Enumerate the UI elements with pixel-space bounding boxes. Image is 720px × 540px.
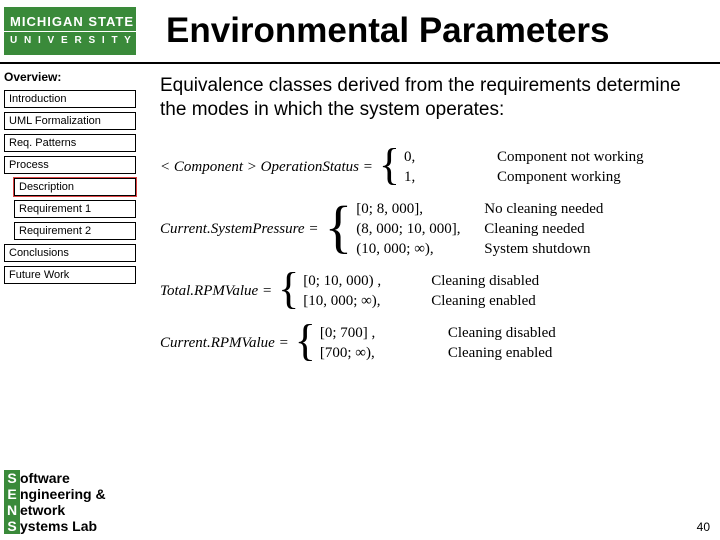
overview-heading: Overview: bbox=[4, 70, 136, 84]
intro-text: Equivalence classes derived from the req… bbox=[160, 74, 700, 122]
formula-operation-status: < Component > OperationStatus = { 0,Comp… bbox=[160, 147, 700, 187]
footer-network: Network bbox=[4, 502, 106, 518]
nav-req-patterns[interactable]: Req. Patterns bbox=[4, 134, 136, 152]
sidebar: Overview: Introduction UML Formalization… bbox=[0, 64, 140, 540]
nav-conclusions[interactable]: Conclusions bbox=[4, 244, 136, 262]
header: MICHIGAN STATE U N I V E R S I T Y Envir… bbox=[0, 0, 720, 64]
nav-description[interactable]: Description bbox=[14, 178, 136, 196]
lab-footer: Software Engineering & Network Systems L… bbox=[4, 470, 106, 534]
nav-introduction[interactable]: Introduction bbox=[4, 90, 136, 108]
page-title: Environmental Parameters bbox=[166, 11, 610, 51]
main-content: Equivalence classes derived from the req… bbox=[140, 64, 720, 540]
nav-requirement-2[interactable]: Requirement 2 bbox=[14, 222, 136, 240]
footer-engineering: Engineering & bbox=[4, 486, 106, 502]
page-number: 40 bbox=[697, 520, 710, 534]
footer-systems-lab: Systems Lab bbox=[4, 518, 106, 534]
nav-future-work[interactable]: Future Work bbox=[4, 266, 136, 284]
logo-divider bbox=[4, 31, 136, 32]
nav-uml-formalization[interactable]: UML Formalization bbox=[4, 112, 136, 130]
formula-system-pressure: Current.SystemPressure = { [0; 8, 000],N… bbox=[160, 199, 700, 259]
nav-requirement-1[interactable]: Requirement 1 bbox=[14, 200, 136, 218]
formula-total-rpm: Total.RPMValue = { [0; 10, 000) ,Cleanin… bbox=[160, 271, 700, 311]
content-area: Overview: Introduction UML Formalization… bbox=[0, 64, 720, 540]
university-logo: MICHIGAN STATE U N I V E R S I T Y bbox=[4, 7, 136, 55]
logo-line-2: U N I V E R S I T Y bbox=[4, 34, 136, 48]
nav-process[interactable]: Process bbox=[4, 156, 136, 174]
formula-current-rpm: Current.RPMValue = { [0; 700] ,Cleaning … bbox=[160, 323, 700, 363]
footer-software: Software bbox=[4, 470, 106, 486]
logo-line-1: MICHIGAN STATE bbox=[4, 15, 136, 29]
